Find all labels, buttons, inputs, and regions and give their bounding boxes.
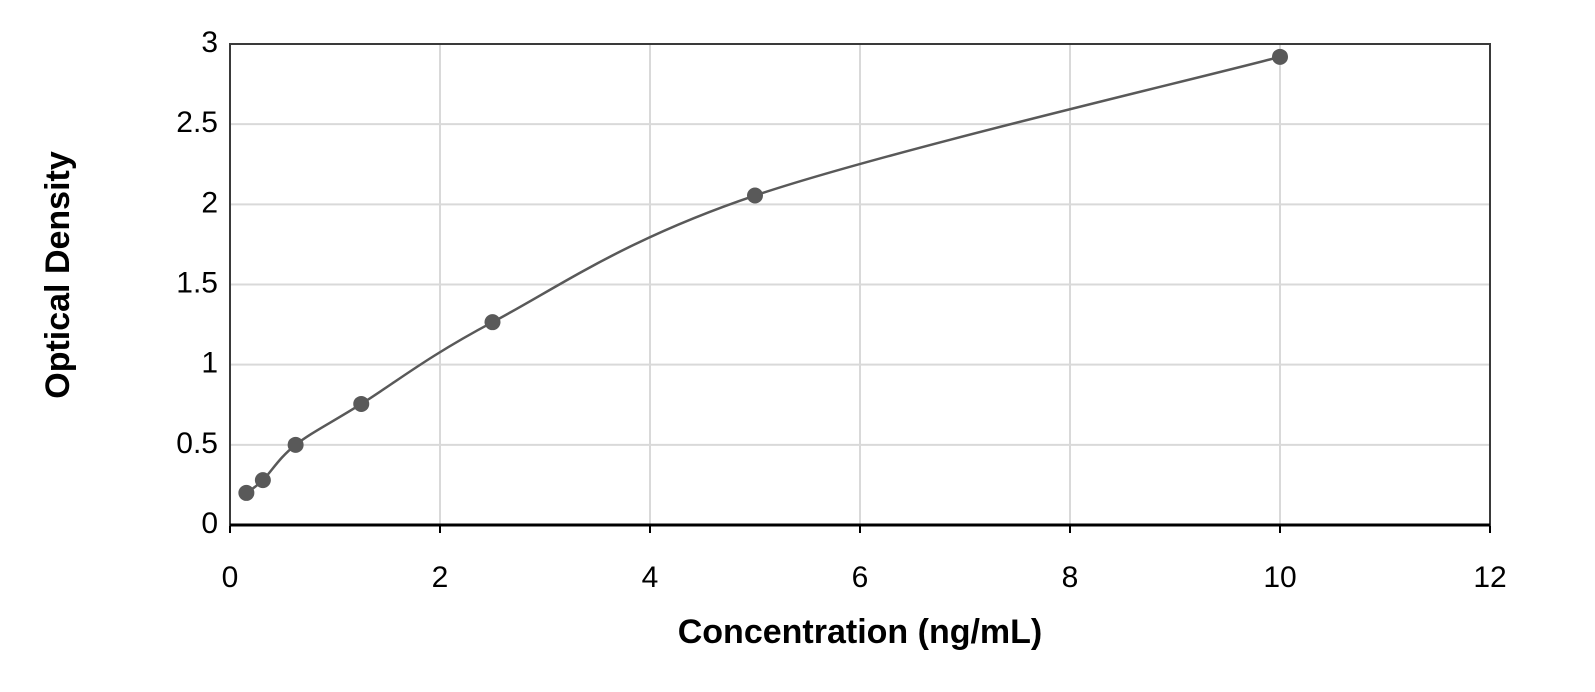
x-tick-label: 4 [642,561,659,594]
data-point [353,395,370,412]
data-point [1272,48,1288,65]
y-tick-label: 3 [201,26,218,59]
x-tick-label: 10 [1263,561,1296,594]
x-tick-label: 6 [852,561,869,594]
x-axis-title: Concentration (ng/mL) [678,613,1043,651]
data-point [238,484,255,501]
data-point [747,187,763,204]
data-point [254,472,271,489]
y-tick-label: 1.5 [176,266,218,299]
y-tick-label: 0 [201,507,218,540]
x-tick-label: 2 [432,561,449,594]
x-tick-label: 8 [1062,561,1079,594]
y-tick-label: 2 [201,186,218,219]
y-tick-label: 1 [201,347,218,380]
y-axis-title: Optical Density [39,151,77,399]
x-tick-label: 12 [1473,561,1506,594]
fit-line [245,55,1281,494]
y-tick-label: 2.5 [176,106,218,139]
x-tick-label: 0 [222,561,239,594]
data-point [287,436,304,453]
data-point [484,314,501,331]
y-tick-label: 0.5 [176,427,218,460]
